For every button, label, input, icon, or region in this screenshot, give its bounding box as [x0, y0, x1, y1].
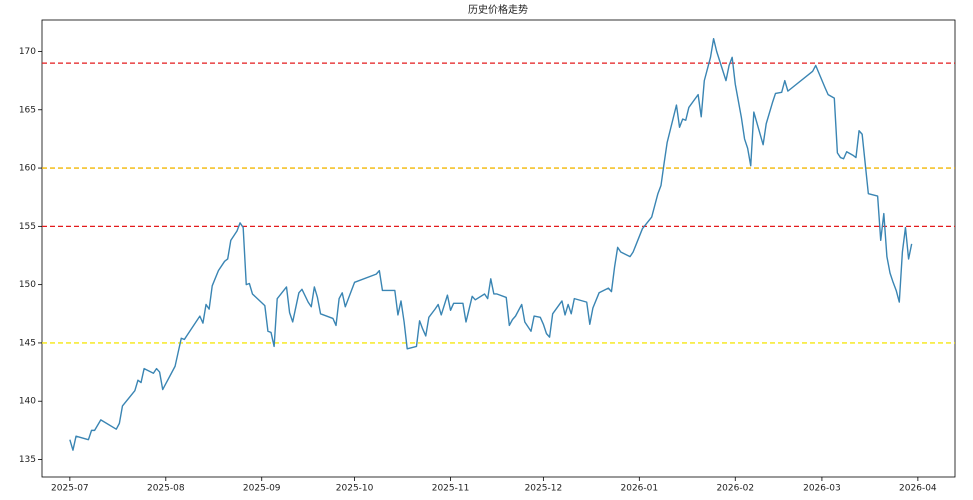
x-tick-label: 2026-02	[716, 484, 754, 494]
y-tick-label: 135	[19, 455, 36, 465]
x-tick-label: 2025-08	[147, 484, 185, 494]
plot-frame	[41, 19, 956, 478]
x-tick-label: 2025-11	[432, 484, 470, 494]
y-tick-label: 160	[19, 164, 36, 174]
x-tick-label: 2025-07	[51, 484, 89, 494]
x-tick-label: 2026-03	[803, 484, 841, 494]
y-tick-label: 145	[19, 338, 36, 348]
x-tick-label: 2026-04	[899, 484, 937, 494]
x-tick-label: 2025-12	[525, 484, 563, 494]
y-tick-label: 155	[19, 222, 36, 232]
chart-title: 历史价格走势	[468, 3, 528, 16]
y-tick-label: 150	[19, 280, 36, 290]
y-tick-label: 140	[19, 397, 36, 407]
y-tick-label: 165	[19, 105, 36, 115]
x-tick-label: 2026-01	[621, 484, 659, 494]
x-tick-label: 2025-10	[336, 484, 374, 494]
y-tick-label: 170	[19, 47, 36, 57]
price-line	[69, 37, 913, 451]
x-tick-label: 2025-09	[243, 484, 281, 494]
